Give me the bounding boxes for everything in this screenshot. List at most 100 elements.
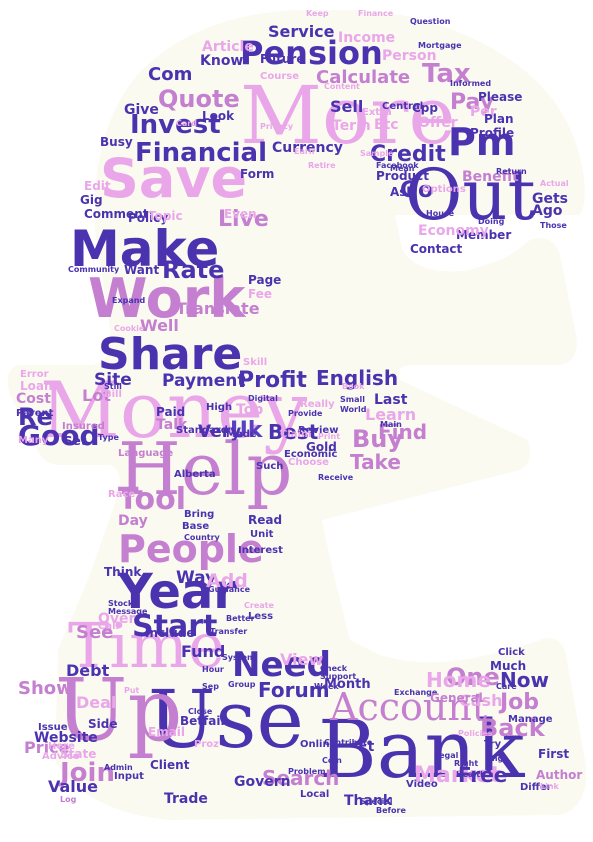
word-week: Week [314,682,339,691]
word-sep: Sep [202,682,219,691]
word-learn: Learn [365,405,417,424]
word-even: Even [224,207,257,221]
word-plan: Plan [484,112,514,126]
word-uk: Uk [230,418,263,443]
word-forum: Forum [258,678,330,702]
word-insured: Insured [62,421,105,432]
word-better: Better [226,614,255,623]
word-last: Last [374,392,408,408]
word-website: Website [34,730,98,746]
word-talk: Talk [156,417,188,433]
word-economy: Economy [418,223,489,239]
word-top: Top [236,402,264,418]
word-print: Print [318,432,341,441]
word-form: Form [240,167,275,181]
word-small: Small [340,395,365,404]
word-page: Page [248,273,282,287]
word-privacy: Privacy [260,122,294,131]
word-out: Out [405,154,536,236]
word-language: Language [118,448,174,459]
word-lot: Lot [82,386,111,405]
word-much: Much [490,659,527,673]
word-pm: Pm [448,120,516,164]
word-receive: Receive [318,473,354,482]
word-gold: Gold [306,440,337,454]
word-coin: Coin [322,756,342,765]
word-tool: Tool [118,482,186,517]
word-save: Save [100,147,248,210]
word-log: Log [60,795,77,804]
word-day: Day [118,513,148,529]
word-error: Error [20,369,49,380]
word-start: Start [132,609,218,644]
word-interest: Interest [238,545,283,556]
word-cookie: Cookie [114,324,145,333]
word-choose: Choose [288,457,329,468]
word-look: Look [202,109,235,123]
word-com: Com [148,64,193,85]
word-high: High [206,402,233,413]
word-cash: Cash [459,691,503,710]
word-market: Market [414,763,502,788]
word-read: Read [248,513,283,527]
word-author: Author [536,768,583,782]
word-etc: Etc [374,117,399,133]
word-facebook: Facebook [376,161,419,170]
pound-sign-silhouette [7,10,587,820]
word-offer: Offer [418,115,458,131]
word-set: Set [64,434,87,448]
word-country: Country [184,533,220,542]
word-contribute: Contribute [324,738,373,747]
word-comment: Comment [84,207,149,221]
word-find: Find [378,420,428,444]
word-make: Make [70,220,220,278]
word-expand: Expand [112,296,146,305]
word-support: Support [320,672,357,681]
word-gig: Gig [80,193,103,207]
word-well: Well [140,316,179,335]
word-check: Check [320,664,348,673]
word-online: Online [300,739,337,750]
word-question: Question [410,17,451,26]
word-community: Community [68,265,120,274]
word-currency: Currency [272,140,343,156]
word-put: Put [124,686,140,695]
word-options: Options [422,184,466,195]
word-calculate: Calculate [316,67,411,88]
word-client: Client [150,758,190,772]
word-gets: Gets [532,191,569,207]
word-per: Per [470,104,497,120]
word-rate: Rate [162,256,225,284]
word-view: View [280,650,324,669]
word-provide: Provide [288,409,323,418]
word-made: Made [226,429,257,440]
word-message: Message [108,607,148,616]
word-many: Many [18,435,49,446]
word-busy: Busy [100,135,133,149]
word-think: Think [104,565,142,579]
word-account: Account [330,685,488,729]
word-admin: Admin [104,763,133,772]
word-person: Person [382,48,437,64]
word-credit: Credit [370,142,446,167]
word-base: Base [182,521,210,532]
word-time: Time [68,609,225,682]
word-png: Png [486,754,504,763]
word-standard: Standard [176,425,228,436]
word-manage: Manage [508,714,553,725]
word-extra: Extra [362,107,392,118]
word-email: Email [148,725,186,739]
word-mortgage: Mortgage [418,41,462,50]
word-go: Go [400,178,434,203]
word-benefit: Benefit [462,169,519,185]
word-advice: Advice [42,751,80,762]
word-system: System [222,653,256,662]
word-service: Service [268,22,335,41]
word-main: Main [380,420,402,429]
word-local: Local [300,789,330,800]
word-add: Add [206,570,248,592]
word-issue: Issue [38,722,68,733]
word-year: Year [118,564,237,620]
word-best: Best [268,420,319,444]
